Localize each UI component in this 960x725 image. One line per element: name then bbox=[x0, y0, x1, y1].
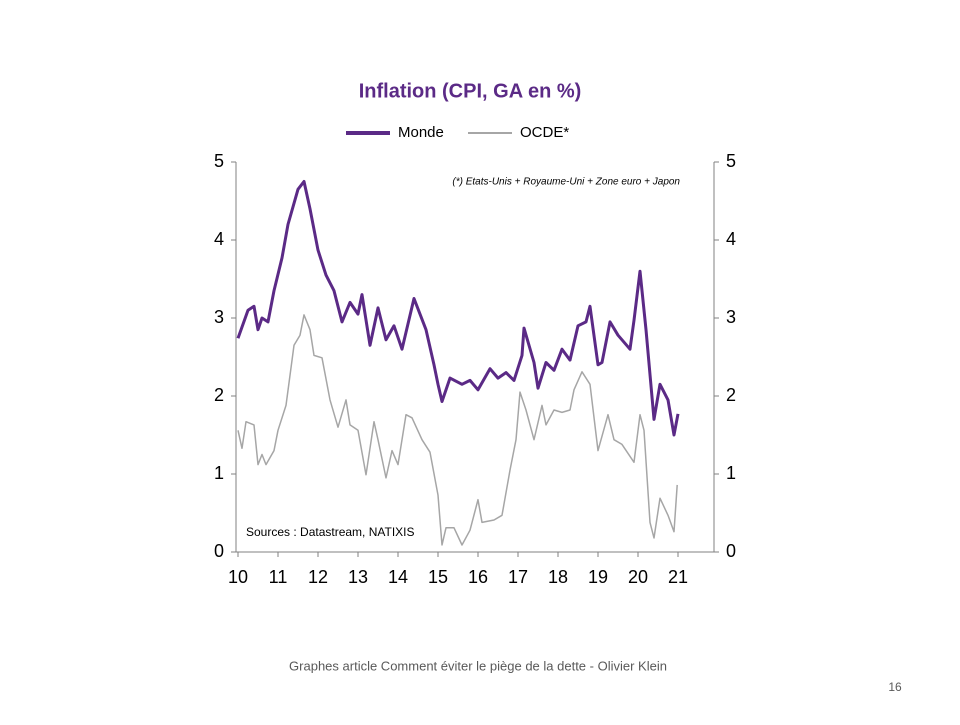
chart-title: Inflation (CPI, GA en %) bbox=[359, 80, 582, 102]
x-tick-label: 16 bbox=[468, 567, 488, 587]
page-number: 16 bbox=[888, 680, 902, 694]
y2-tick-label: 3 bbox=[726, 307, 736, 327]
x-tick-label: 12 bbox=[308, 567, 328, 587]
y-tick-label: 4 bbox=[214, 229, 224, 249]
x-tick-label: 19 bbox=[588, 567, 608, 587]
y2-tick-label: 5 bbox=[726, 151, 736, 171]
x-tick-label: 21 bbox=[668, 567, 688, 587]
legend-label: Monde bbox=[398, 124, 444, 141]
y2-tick-label: 4 bbox=[726, 229, 736, 249]
x-tick-label: 15 bbox=[428, 567, 448, 587]
y-tick-label: 5 bbox=[214, 151, 224, 171]
y-tick-label: 0 bbox=[214, 541, 224, 561]
y2-tick-label: 1 bbox=[726, 463, 736, 483]
x-tick-label: 18 bbox=[548, 567, 568, 587]
x-tick-label: 11 bbox=[269, 567, 288, 587]
x-tick-label: 13 bbox=[348, 567, 368, 587]
note: (*) Etats-Unis + Royaume-Uni + Zone euro… bbox=[452, 177, 680, 188]
source: Sources : Datastream, NATIXIS bbox=[246, 525, 415, 539]
x-tick-label: 17 bbox=[508, 567, 528, 587]
x-tick-label: 20 bbox=[628, 567, 648, 587]
y2-tick-label: 2 bbox=[726, 385, 736, 405]
legend-label: OCDE* bbox=[520, 124, 569, 141]
line-series bbox=[236, 180, 680, 437]
y-tick-label: 3 bbox=[214, 307, 224, 327]
x-tick-label: 10 bbox=[228, 567, 248, 587]
y-tick-label: 2 bbox=[214, 385, 224, 405]
x-tick-label: 14 bbox=[388, 567, 408, 587]
line-series bbox=[237, 314, 678, 546]
y2-tick-label: 0 bbox=[726, 541, 736, 561]
y-tick-label: 1 bbox=[214, 463, 224, 483]
footer-caption: Graphes article Comment éviter le piège … bbox=[289, 658, 667, 673]
